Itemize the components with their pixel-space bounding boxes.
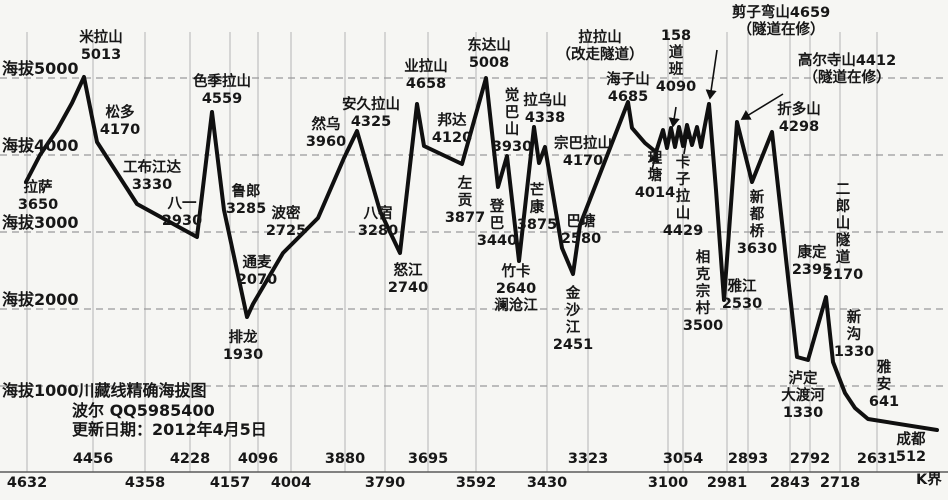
x-tick-upper-2: 4096: [237, 451, 279, 467]
x-tick-lower-0: 4632: [6, 475, 48, 491]
point-label-29: 剪子弯山4659 （隧道在修）: [731, 5, 831, 38]
x-tick-upper-7: 2893: [727, 451, 769, 467]
point-label-31: 折多山 4298: [777, 102, 821, 135]
point-label-6: 鲁郎 3285: [225, 184, 267, 217]
annotation-arrow: [740, 93, 784, 120]
point-label-37: 康定 2395: [791, 245, 833, 278]
point-label-2: 拉萨 3650: [17, 180, 59, 213]
point-label-30: 高尔寺山4412 （隧道在修）: [797, 53, 897, 86]
x-tick-upper-8: 2792: [789, 451, 831, 467]
x-axis-end-label: K界: [916, 472, 942, 488]
x-tick-lower-9: 2843: [769, 475, 811, 491]
attribution-date: 更新日期：2012年4月5日: [72, 420, 267, 439]
y-axis-label-1: 海拔4000: [2, 136, 79, 155]
point-label-3: 工布江达 3330: [123, 160, 181, 193]
point-label-7: 波密 2725: [265, 206, 307, 239]
x-tick-lower-8: 2981: [706, 475, 748, 491]
annotation-arrow: [648, 152, 660, 171]
annotation-arrow: [705, 49, 718, 100]
point-label-34: 相 克 宗 村 3500: [682, 250, 724, 334]
point-label-16: 东达山 5008: [467, 38, 511, 71]
point-label-4: 八一 2930: [161, 196, 203, 229]
point-label-1: 松多 4170: [99, 105, 141, 138]
x-tick-lower-7: 3100: [647, 475, 689, 491]
x-tick-upper-6: 3054: [662, 451, 704, 467]
point-label-40: 泸定 大渡河 1330: [781, 371, 825, 421]
point-label-42: 成都512: [895, 432, 927, 465]
point-label-41: 雅 安 641: [868, 360, 900, 410]
point-label-21: 拉乌山 4338: [523, 93, 567, 126]
x-tick-upper-0: 4456: [72, 451, 114, 467]
point-label-14: 业拉山 4658: [404, 59, 448, 92]
y-axis-label-0: 海拔5000: [2, 59, 79, 78]
point-label-20: 竹卡 2640 澜沧江: [494, 264, 538, 314]
point-label-10: 然乌 3960: [305, 117, 347, 150]
point-label-15: 邦达 4120: [431, 113, 473, 146]
point-label-0: 米拉山 5013: [79, 30, 123, 63]
point-label-13: 怒江 2740: [387, 263, 429, 296]
point-label-38: 二 郎 山 隧 道 2170: [822, 182, 864, 283]
point-label-33: 卡 子 拉 山 4429: [662, 155, 704, 239]
point-label-35: 雅江 2530: [721, 279, 763, 312]
point-label-25: 金 沙 江 2451: [552, 286, 594, 353]
x-tick-lower-10: 2718: [819, 475, 861, 491]
point-label-22: 芒 康 3875: [516, 183, 558, 233]
x-tick-upper-5: 3323: [567, 451, 609, 467]
point-label-24: 巴塘 2580: [560, 214, 602, 247]
point-label-39: 新 沟 1330: [833, 310, 875, 360]
point-label-28: 158 道 班 4090: [655, 28, 697, 95]
annotation-arrow: [668, 106, 680, 128]
point-label-19: 登 巴 3440: [476, 199, 518, 249]
point-label-9: 排龙 1930: [222, 330, 264, 363]
elevation-curve: [24, 75, 939, 432]
point-label-26: 拉拉山 （改走隧道）: [556, 30, 644, 63]
point-label-17: 左 贡 3877: [444, 176, 486, 226]
point-label-18: 觉 巴 山 3930: [491, 88, 533, 155]
x-tick-lower-4: 3790: [364, 475, 406, 491]
chart-title: 海拔1000川藏线精确海拔图: [2, 381, 207, 400]
x-tick-lower-3: 4004: [270, 475, 312, 491]
y-axis-label-3: 海拔2000: [2, 290, 79, 309]
y-axis-label-2: 海拔3000: [2, 213, 79, 232]
point-label-36: 新 都 桥 3630: [736, 190, 778, 257]
point-label-5: 色季拉山 4559: [193, 74, 251, 107]
point-label-12: 八宿 3280: [357, 206, 399, 239]
x-tick-upper-1: 4228: [169, 451, 211, 467]
x-tick-upper-9: 2631: [856, 451, 898, 467]
point-label-32: 理 塘 4014: [634, 151, 676, 201]
x-tick-upper-4: 3695: [407, 451, 449, 467]
point-label-27: 海子山 4685: [606, 72, 650, 105]
x-tick-lower-5: 3592: [455, 475, 497, 491]
point-label-23: 宗巴拉山 4170: [554, 136, 612, 169]
annotation-arrow: [681, 129, 693, 155]
x-tick-lower-2: 4157: [209, 475, 251, 491]
x-tick-lower-1: 4358: [124, 475, 166, 491]
x-tick-lower-6: 3430: [526, 475, 568, 491]
attribution-author: 波尔 QQ5985400: [72, 401, 215, 420]
point-label-8: 通麦 2070: [236, 255, 278, 288]
point-label-11: 安久拉山 4325: [342, 97, 400, 130]
x-tick-upper-3: 3880: [324, 451, 366, 467]
